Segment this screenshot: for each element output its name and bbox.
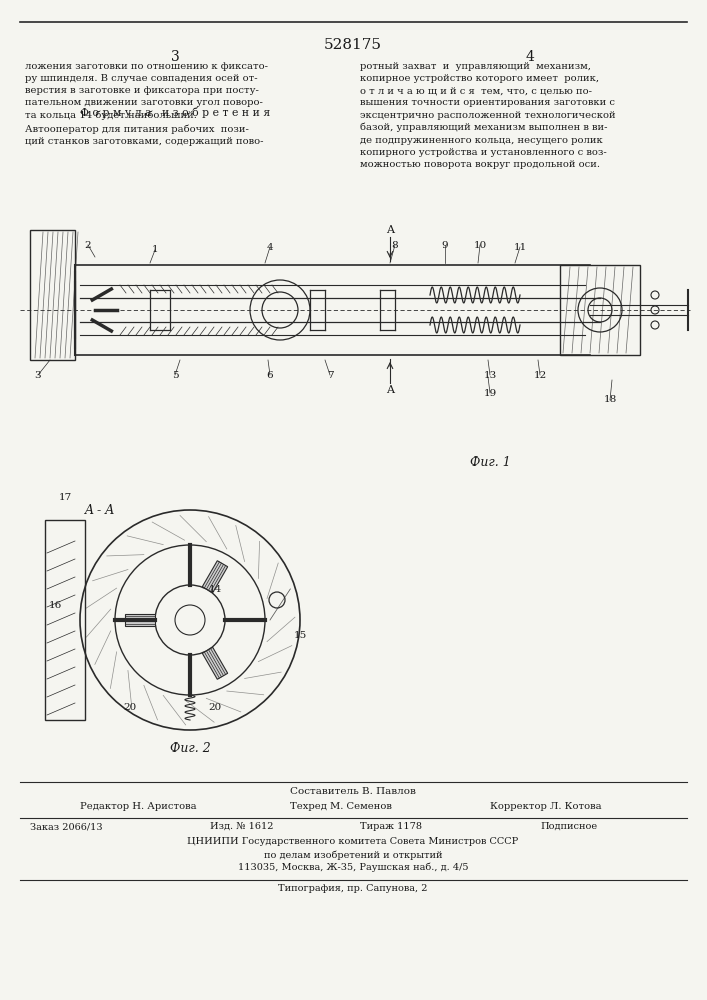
Text: 19: 19: [484, 388, 496, 397]
Text: Автооператор для питания рабочих  пози-
ций станков заготовками, содержащий пово: Автооператор для питания рабочих пози- ц…: [25, 124, 264, 146]
Text: 4: 4: [267, 242, 274, 251]
Text: 12: 12: [533, 370, 547, 379]
Text: 20: 20: [124, 702, 136, 712]
Polygon shape: [202, 561, 228, 593]
Text: 11: 11: [513, 242, 527, 251]
Polygon shape: [125, 614, 155, 626]
Text: 113035, Москва, Ж-35, Раушская наб., д. 4/5: 113035, Москва, Ж-35, Раушская наб., д. …: [238, 863, 468, 872]
Text: 14: 14: [209, 585, 221, 594]
Text: Типография, пр. Сапунова, 2: Типография, пр. Сапунова, 2: [279, 884, 428, 893]
Text: A - A: A - A: [85, 504, 115, 516]
Text: Фиг. 1: Фиг. 1: [469, 456, 510, 468]
Text: 15: 15: [293, 631, 307, 640]
Text: 2: 2: [85, 240, 91, 249]
Text: 3: 3: [35, 370, 41, 379]
Text: 8: 8: [392, 240, 398, 249]
Polygon shape: [202, 647, 228, 679]
Text: Заказ 2066/13: Заказ 2066/13: [30, 822, 103, 831]
Text: Техред М. Семенов: Техред М. Семенов: [290, 802, 392, 811]
Text: Редактор Н. Аристова: Редактор Н. Аристова: [80, 802, 197, 811]
Text: 20: 20: [209, 702, 221, 712]
Text: 6: 6: [267, 370, 274, 379]
Text: Тираж 1178: Тираж 1178: [360, 822, 422, 831]
Text: Изд. № 1612: Изд. № 1612: [210, 822, 274, 831]
Text: 7: 7: [327, 370, 333, 379]
Text: 10: 10: [474, 240, 486, 249]
Text: A: A: [386, 385, 394, 395]
Text: 18: 18: [603, 395, 617, 404]
Text: ЦНИИПИ Государственного комитета Совета Министров СССР: ЦНИИПИ Государственного комитета Совета …: [187, 837, 519, 846]
Text: 9: 9: [442, 240, 448, 249]
Text: A: A: [386, 225, 394, 235]
Text: Фиг. 2: Фиг. 2: [170, 742, 211, 754]
Text: 17: 17: [59, 493, 71, 502]
Text: 3: 3: [170, 50, 180, 64]
Text: 1: 1: [152, 245, 158, 254]
Text: Подписное: Подписное: [540, 822, 597, 831]
Text: по делам изобретений и открытий: по делам изобретений и открытий: [264, 850, 443, 859]
Text: 16: 16: [48, 600, 62, 609]
Text: Корректор Л. Котова: Корректор Л. Котова: [490, 802, 602, 811]
Text: 13: 13: [484, 370, 496, 379]
Text: ротный захват  и  управляющий  механизм,
копирное устройство которого имеет  рол: ротный захват и управляющий механизм, ко…: [360, 62, 616, 169]
Bar: [45, 520, 85, 720]
Text: ложения заготовки по отношению к фиксато-
ру шпинделя. В случае совпадения осей : ложения заготовки по отношению к фиксато…: [25, 62, 268, 120]
Bar: [560, 265, 640, 355]
Text: 5: 5: [172, 370, 178, 379]
Bar: [30, 230, 75, 360]
Text: 4: 4: [525, 50, 534, 64]
Text: Составитель В. Павлов: Составитель В. Павлов: [290, 787, 416, 796]
Text: Ф о р м у л а   и з о б р е т е н и я: Ф о р м у л а и з о б р е т е н и я: [80, 107, 270, 118]
Text: 528175: 528175: [324, 38, 382, 52]
